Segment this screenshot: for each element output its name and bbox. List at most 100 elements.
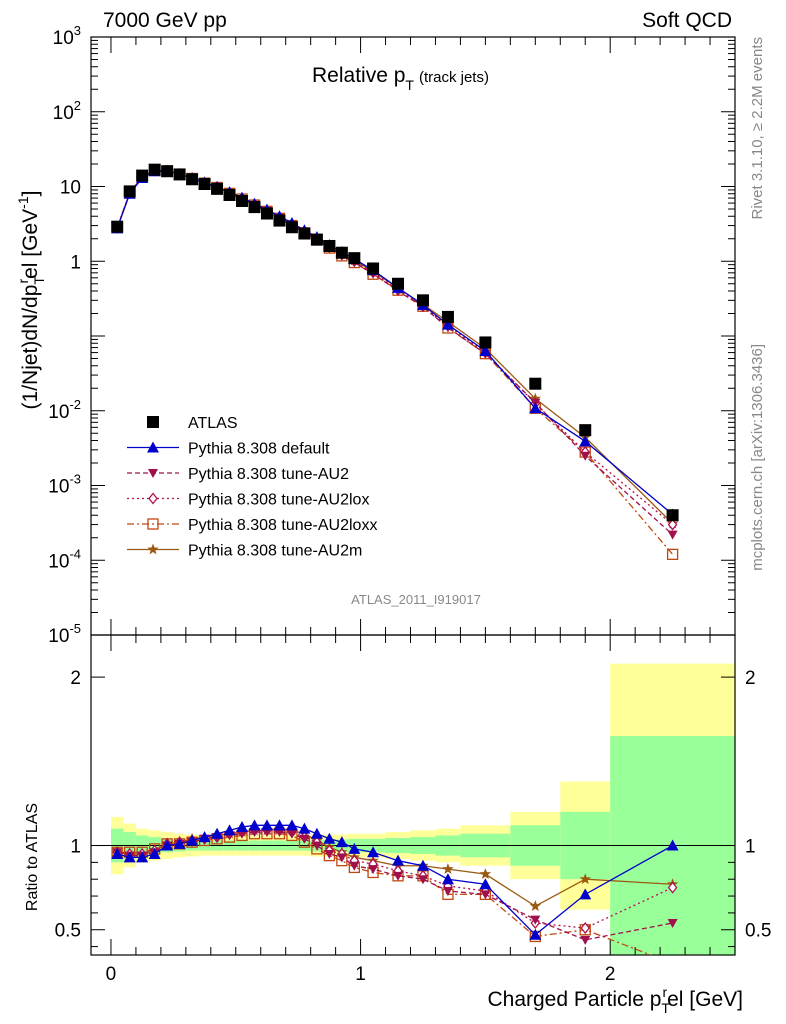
- legend-label-au2lox: Pythia 8.308 tune-AU2lox: [188, 492, 369, 509]
- default-point: [479, 344, 492, 356]
- ratio-ytick-label: 2: [70, 668, 81, 689]
- atlas-point: [529, 377, 542, 390]
- default-point: [348, 842, 361, 854]
- atlas-point: [111, 220, 124, 233]
- default-ratio-line: [117, 824, 673, 936]
- main-ytick-label: 1: [70, 252, 81, 273]
- default-point: [285, 819, 298, 831]
- default-point: [529, 402, 542, 414]
- au2m-point: [579, 873, 591, 885]
- ratio-ytick-label: 0.5: [55, 921, 81, 942]
- default-point: [260, 819, 273, 831]
- atlas-point: [223, 188, 236, 201]
- atlas-point: [298, 227, 311, 240]
- au2-point: [530, 915, 541, 925]
- au2-point: [480, 890, 491, 900]
- au2m-point: [147, 543, 159, 555]
- ratio-ytick-label-right: 2: [745, 668, 756, 689]
- main-ylabel-sup: r: [15, 279, 31, 284]
- xtick-label: 2: [605, 964, 616, 985]
- atlas-point: [236, 194, 249, 207]
- au2-point: [393, 871, 404, 881]
- header-left: 7000 GeV pp: [103, 9, 227, 32]
- main-title-text: Relative p: [312, 64, 405, 87]
- au2loxx-point: [666, 548, 679, 560]
- main-ytick-label: 10-4: [48, 546, 81, 572]
- ratio-ylabel: Ratio to ATLAS: [24, 803, 41, 911]
- au2lox-point: [148, 492, 158, 505]
- default-point: [148, 847, 161, 859]
- atlas-point: [441, 310, 454, 323]
- default-point: [186, 834, 199, 846]
- au2lox-ratio-line: [117, 829, 673, 929]
- atlas-point: [310, 233, 323, 246]
- legend-label-au2: Pythia 8.308 tune-AU2: [188, 466, 349, 483]
- ratio-ytick-label-right: 0.5: [745, 921, 771, 942]
- legend-label-atlas: ATLAS: [188, 415, 238, 432]
- default-point: [123, 851, 136, 863]
- atlas-point: [666, 509, 679, 522]
- default-point: [416, 859, 429, 871]
- au2lox-point: [667, 881, 678, 894]
- default-point: [173, 837, 186, 849]
- xtick-label: 0: [106, 964, 117, 985]
- atlas-point: [161, 165, 174, 178]
- au2lox-point: [667, 518, 678, 531]
- ratio-xlabel-tail: el [GeV]: [667, 988, 743, 1011]
- atlas-point: [335, 246, 348, 259]
- main-title-sub: T: [405, 77, 414, 93]
- main-title-suffix: (track jets): [419, 69, 489, 86]
- legend-label-au2m: Pythia 8.308 tune-AU2m: [188, 543, 362, 560]
- default-point: [335, 836, 348, 848]
- default-point: [248, 819, 261, 831]
- main-ytick-label: 10: [60, 178, 81, 199]
- default-point: [323, 832, 336, 844]
- atlas-point: [479, 336, 492, 349]
- default-point: [529, 928, 542, 940]
- default-point: [666, 839, 679, 851]
- au2-point: [311, 841, 322, 851]
- main-ylabel: (1/Njet)dN/dpTrel [GeV-1]: [15, 191, 47, 410]
- atlas-point: [147, 416, 159, 428]
- ratio-ytick-label: 1: [70, 837, 81, 858]
- main-ytick-label: 10-2: [48, 397, 81, 423]
- au2-point: [442, 887, 453, 896]
- legend-label-default: Pythia 8.308 default: [188, 441, 330, 458]
- default-point: [298, 822, 311, 834]
- main-ytick-label: 10-3: [48, 472, 81, 498]
- au2loxx-point: [147, 518, 159, 530]
- default-point: [310, 827, 323, 839]
- main-ylabel-text: (1/Njet)dN/dp: [19, 285, 42, 410]
- main-ylabel-sub: T: [31, 276, 47, 285]
- legend-label-au2loxx: Pythia 8.308 tune-AU2loxx: [188, 517, 377, 534]
- default-point: [441, 873, 454, 885]
- au2-point: [324, 849, 335, 859]
- ratio-xlabel: Charged Particle pTrel [GeV]: [487, 984, 743, 1016]
- mcplots-label: mcplots.cern.ch [arXiv:1306.3436]: [749, 344, 766, 571]
- ratio-xlabel-sup: r: [662, 984, 667, 1000]
- au2m-ratio-line: [117, 828, 673, 907]
- default-point: [111, 847, 124, 859]
- au2m-point: [529, 900, 541, 911]
- atlas-point: [123, 185, 136, 198]
- au2loxx-point: [668, 958, 678, 968]
- au2loxx-ratio-line: [117, 833, 653, 955]
- main-ylabel-end: ]: [19, 191, 42, 197]
- au2-point: [667, 919, 678, 928]
- au2-point: [368, 865, 379, 875]
- main-title: Relative pT (track jets): [312, 64, 489, 93]
- atlas-point: [173, 168, 186, 181]
- au2m-point: [479, 868, 492, 879]
- au2-point: [336, 853, 347, 863]
- main-ylabel-tail-sup: -1: [15, 196, 31, 209]
- au2-point: [667, 530, 678, 540]
- atlas-point: [248, 201, 261, 214]
- au2-point: [349, 861, 360, 871]
- default-point: [392, 854, 405, 866]
- ratio-xlabel-sub: T: [661, 1000, 670, 1016]
- ratio-ytick-label-right: 1: [745, 837, 756, 858]
- default-point: [479, 878, 492, 890]
- default-point: [161, 839, 174, 851]
- au2-point: [580, 935, 591, 945]
